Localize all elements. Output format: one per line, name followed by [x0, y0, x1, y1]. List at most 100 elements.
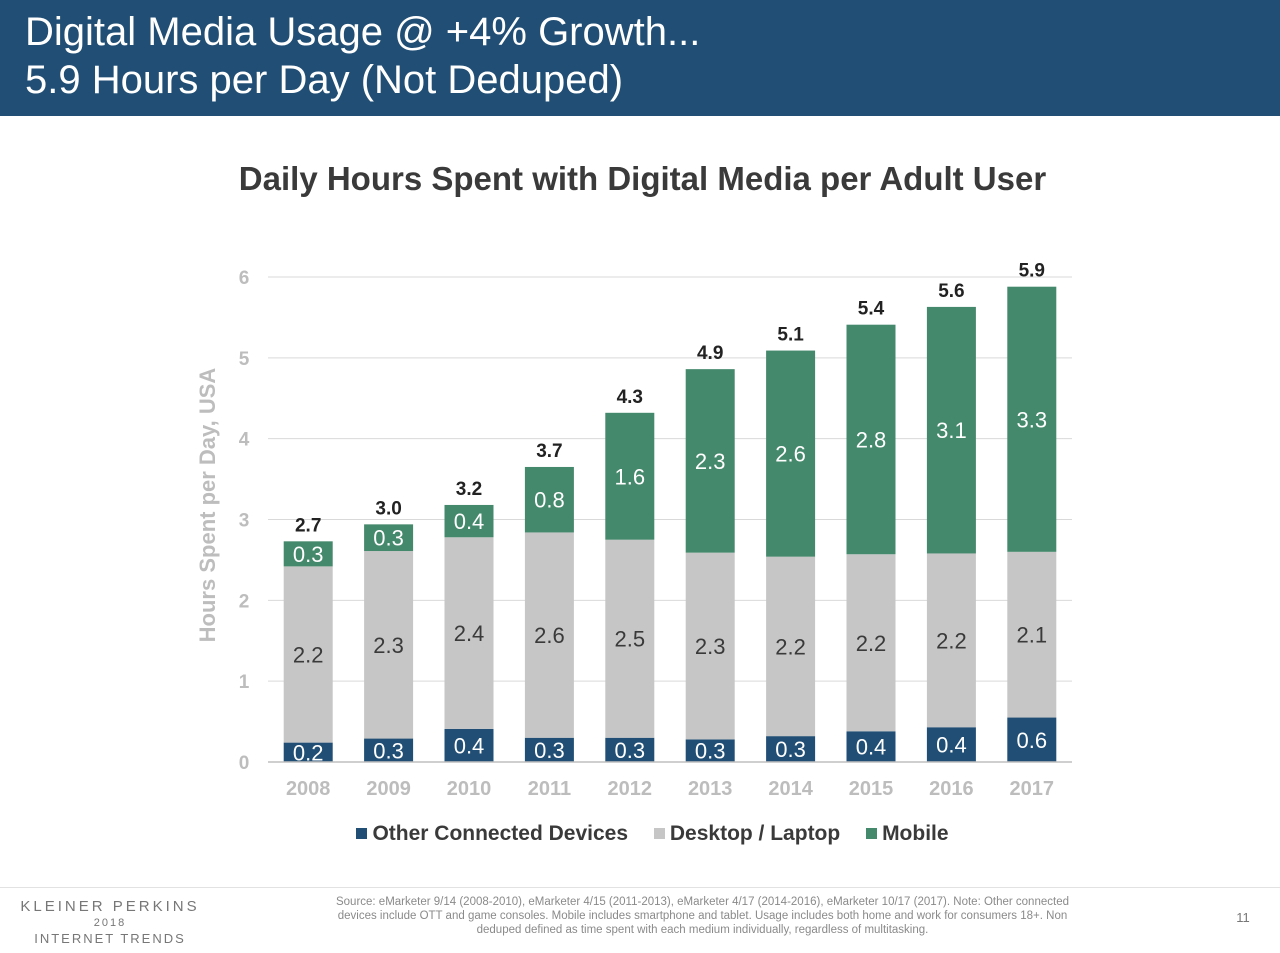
- data-label: 2.2: [856, 631, 887, 656]
- bar-segment-desktop-laptop: [524, 532, 574, 738]
- x-tick-label: 2015: [849, 778, 894, 800]
- footer-divider: [0, 887, 1280, 888]
- y-axis-label: Hours Spent per Day, USA: [195, 368, 220, 643]
- data-label: 0.8: [534, 488, 565, 513]
- legend-swatch-mobile: [866, 828, 878, 839]
- data-label: 0.3: [373, 738, 404, 763]
- bar-segment-other-connected-devices: [524, 737, 574, 762]
- x-tick-label: 2008: [286, 778, 331, 800]
- data-label: 2.6: [534, 623, 565, 648]
- data-label: 0.3: [293, 542, 324, 567]
- bar-segment-desktop-laptop: [926, 553, 976, 728]
- data-label: 2.5: [615, 627, 646, 652]
- data-label: 0.4: [856, 735, 887, 760]
- total-label: 2.7: [295, 515, 321, 536]
- bar-segment-desktop-laptop: [685, 552, 735, 740]
- x-tick-label: 2009: [366, 778, 411, 800]
- total-label: 5.1: [777, 325, 804, 346]
- bar-segment-desktop-laptop: [283, 566, 333, 743]
- bar-segment-mobile: [926, 306, 976, 554]
- legend-swatch-other-connected-devices: [356, 828, 368, 839]
- y-tick-label: 2: [239, 591, 250, 612]
- bar-segment-mobile: [766, 350, 816, 557]
- bar-segment-mobile: [283, 541, 333, 567]
- page-number: 11: [1236, 910, 1250, 925]
- y-tick-label: 1: [239, 672, 250, 693]
- bar-segment-mobile: [444, 504, 494, 538]
- data-label: 0.2: [293, 740, 324, 765]
- x-tick-label: 2016: [929, 778, 974, 800]
- slide-title-line-2: 5.9 Hours per Day (Not Deduped): [25, 58, 624, 102]
- bar-segment-desktop-laptop: [364, 551, 414, 739]
- legend-label-mobile: Mobile: [882, 822, 949, 845]
- data-label: 0.4: [454, 509, 485, 534]
- bar-segment-other-connected-devices: [605, 737, 655, 762]
- bar-segment-other-connected-devices: [926, 727, 976, 762]
- x-tick-label: 2014: [768, 778, 813, 800]
- bar-segment-mobile: [605, 412, 655, 540]
- total-label: 3.2: [456, 479, 482, 500]
- brand-name: KLEINER PERKINS: [20, 898, 200, 915]
- brand-year: 2018: [93, 917, 127, 929]
- bar-segment-other-connected-devices: [766, 736, 816, 762]
- data-label: 2.2: [293, 642, 324, 667]
- x-tick-label: 2010: [447, 778, 492, 800]
- data-label: 0.6: [1017, 728, 1048, 753]
- x-tick-label: 2011: [528, 778, 571, 800]
- data-label: 0.3: [615, 738, 646, 763]
- legend-label-other-connected-devices: Other Connected Devices: [372, 822, 629, 845]
- data-label: 2.2: [936, 628, 967, 653]
- data-label: 0.3: [534, 738, 565, 763]
- x-tick-label: 2017: [1010, 778, 1055, 800]
- bar-segment-mobile: [685, 369, 735, 553]
- slide-title-line-1: Digital Media Usage @ +4% Growth...: [25, 10, 701, 54]
- y-tick-label: 3: [239, 511, 250, 532]
- legend-item-mobile: Mobile: [866, 822, 949, 846]
- data-label: 2.4: [454, 621, 485, 646]
- data-label: 2.8: [856, 427, 887, 452]
- slide-header: Digital Media Usage @ +4% Growth... 5.9 …: [0, 0, 1280, 116]
- y-tick-label: 4: [239, 430, 250, 451]
- data-label: 1.6: [615, 464, 646, 489]
- data-label: 0.3: [373, 526, 404, 551]
- x-tick-label: 2012: [608, 778, 653, 800]
- y-tick-label: 5: [239, 349, 250, 370]
- bar-segment-mobile: [1007, 286, 1057, 552]
- bar-segment-desktop-laptop: [605, 539, 655, 738]
- data-label: 0.3: [775, 737, 806, 762]
- brand-report-name: INTERNET TRENDS: [34, 931, 186, 946]
- data-label: 2.3: [373, 633, 404, 658]
- total-label: 5.4: [858, 299, 885, 320]
- stacked-bar-chart: 0 1 2 3 4 5 6 Hours Spent per Day, USA 0.2 2.2 0.3…: [195, 261, 1072, 800]
- bar-segment-desktop-laptop: [444, 537, 494, 729]
- bar-segment-mobile: [846, 324, 896, 555]
- brand-logo: KLEINER PERKINS 2018 INTERNET TRENDS: [15, 898, 205, 947]
- bar-segment-other-connected-devices: [283, 742, 333, 762]
- bar-segment-other-connected-devices: [685, 739, 735, 762]
- bar-segment-other-connected-devices: [1007, 717, 1057, 762]
- total-label: 4.9: [697, 343, 723, 364]
- bar-segment-mobile: [524, 466, 574, 533]
- data-label: 2.3: [695, 634, 726, 659]
- total-label: 5.6: [938, 281, 964, 302]
- legend-label-desktop-laptop: Desktop / Laptop: [669, 822, 841, 845]
- data-label: 2.1: [1017, 623, 1048, 648]
- bar-segment-desktop-laptop: [846, 554, 896, 732]
- total-label: 5.9: [1019, 261, 1045, 282]
- source-note: Source: eMarketer 9/14 (2008-2010), eMar…: [335, 896, 1069, 936]
- data-label: 3.1: [936, 418, 967, 443]
- data-label: 2.2: [775, 634, 806, 659]
- data-label: 2.3: [695, 449, 726, 474]
- y-tick-label: 6: [239, 268, 250, 289]
- bar-segment-other-connected-devices: [846, 731, 896, 762]
- data-label: 2.6: [775, 442, 806, 467]
- total-label: 4.3: [617, 387, 643, 408]
- data-label: 0.4: [454, 733, 485, 758]
- data-label: 0.3: [695, 739, 726, 764]
- chart-title: Daily Hours Spent with Digital Media per…: [238, 160, 1047, 197]
- bar-segment-desktop-laptop: [1007, 551, 1057, 718]
- y-tick-label: 0: [239, 753, 250, 774]
- bar-segment-other-connected-devices: [364, 738, 414, 762]
- data-label: 0.4: [936, 733, 967, 758]
- data-label: 3.3: [1017, 407, 1048, 432]
